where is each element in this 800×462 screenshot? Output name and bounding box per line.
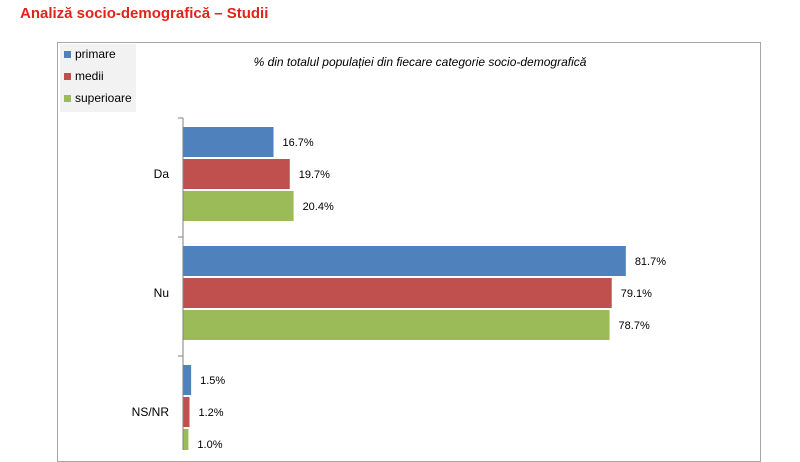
legend-item-primare: primare bbox=[64, 46, 116, 62]
legend-item-medii: medii bbox=[64, 68, 104, 84]
legend: primare medii superioare bbox=[60, 44, 136, 112]
data-label-ns-nr-superioare: 1.0% bbox=[197, 439, 222, 450]
category-label-da: Da bbox=[154, 167, 170, 181]
bar-nu-superioare bbox=[183, 310, 610, 340]
data-label-da-superioare: 20.4% bbox=[303, 201, 334, 213]
labels-layer: 16.7% 19.7% 20.4% Da 81.7% 79.1% 78.7% Nu 1.5% 1.… bbox=[132, 137, 667, 450]
data-label-ns-nr-medii: 1.2% bbox=[199, 407, 224, 419]
legend-label-primare: primare bbox=[75, 47, 116, 61]
category-label-ns-nr: NS/NR bbox=[132, 405, 170, 419]
legend-swatch-primare bbox=[64, 50, 71, 58]
bar-ns-nr-medii bbox=[183, 397, 190, 427]
bar-da-primare bbox=[183, 127, 274, 157]
bar-da-medii bbox=[183, 159, 290, 189]
category-label-nu: Nu bbox=[154, 286, 169, 300]
data-label-da-primare: 16.7% bbox=[283, 137, 314, 149]
chart-title: % din totalul populației din fiecare cat… bbox=[254, 55, 587, 69]
legend-label-superioare: superioare bbox=[75, 91, 132, 105]
data-label-nu-medii: 79.1% bbox=[621, 288, 652, 300]
bar-ns-nr-primare bbox=[183, 365, 192, 395]
page-title: Analiză socio-demografică – Studii bbox=[20, 5, 269, 22]
data-label-nu-primare: 81.7% bbox=[635, 256, 666, 268]
bar-nu-primare bbox=[183, 246, 626, 276]
bar-da-superioare bbox=[183, 191, 294, 221]
bars-layer bbox=[183, 127, 626, 450]
bar-ns-nr-superioare bbox=[183, 429, 189, 450]
bar-chart: % din totalul populației din fiecare cat… bbox=[132, 55, 667, 450]
bar-nu-medii bbox=[183, 278, 612, 308]
legend-swatch-medii bbox=[64, 72, 71, 80]
data-label-nu-superioare: 78.7% bbox=[619, 320, 650, 332]
data-label-da-medii: 19.7% bbox=[299, 169, 330, 181]
axis-layer bbox=[178, 117, 184, 450]
legend-swatch-superioare bbox=[64, 94, 71, 102]
legend-item-superioare: superioare bbox=[64, 90, 132, 106]
data-label-ns-nr-primare: 1.5% bbox=[200, 375, 225, 387]
legend-label-medii: medii bbox=[75, 69, 104, 83]
